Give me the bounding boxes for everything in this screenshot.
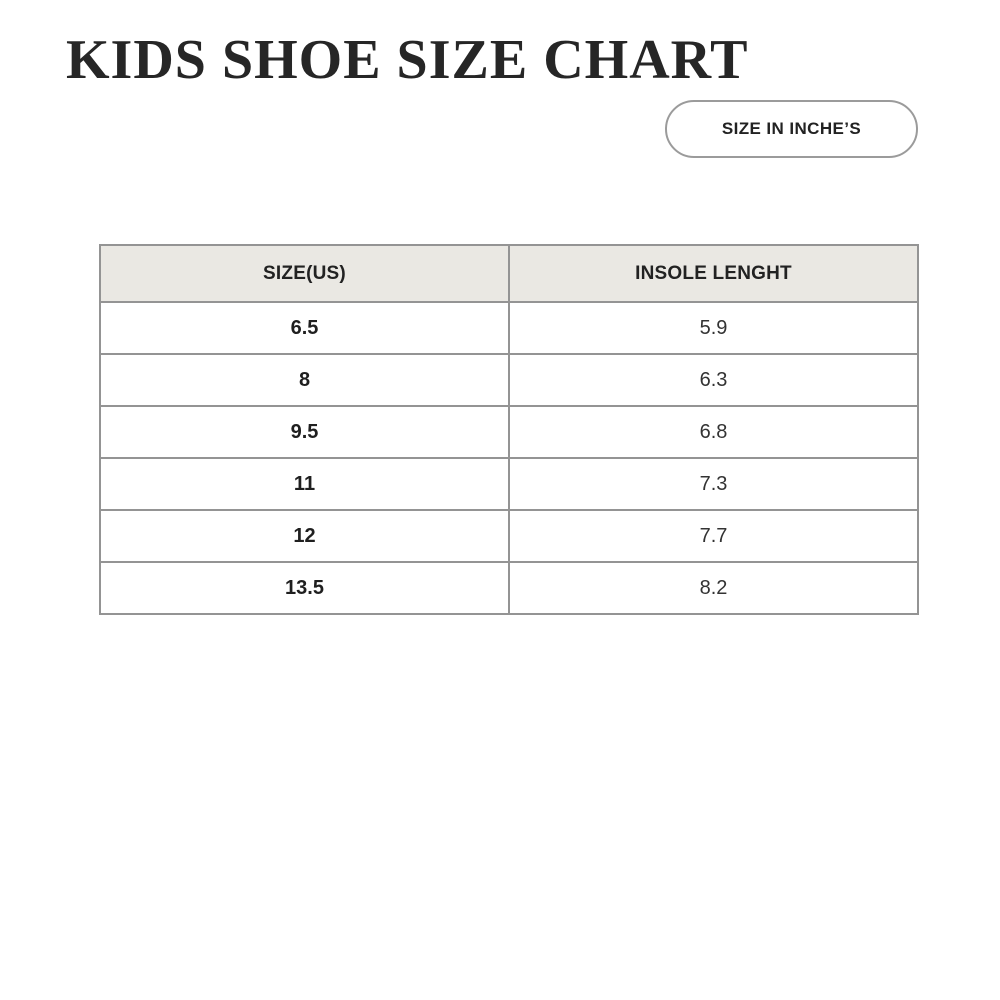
table-row: 8 6.3: [99, 353, 919, 407]
header-size-us: SIZE(US): [99, 244, 510, 303]
insole-length-cell: 6.3: [508, 353, 919, 407]
shoe-size-table-head: SIZE(US) INSOLE LENGHT: [99, 244, 919, 303]
size-us-cell: 12: [99, 509, 510, 563]
insole-length-cell: 7.3: [508, 457, 919, 511]
shoe-size-table: SIZE(US) INSOLE LENGHT 6.5 5.9 8 6.3 9.5 6.8 1…: [99, 244, 919, 615]
size-us-cell: 11: [99, 457, 510, 511]
size-us-cell: 6.5: [99, 301, 510, 355]
table-row: 6.5 5.9: [99, 301, 919, 355]
insole-length-cell: 5.9: [508, 301, 919, 355]
header-insole-length: INSOLE LENGHT: [508, 244, 919, 303]
table-row: 9.5 6.8: [99, 405, 919, 459]
table-row: 12 7.7: [99, 509, 919, 563]
insole-length-cell: 6.8: [508, 405, 919, 459]
insole-length-cell: 8.2: [508, 561, 919, 615]
size-unit-button[interactable]: SIZE IN INCHE’S: [665, 100, 918, 158]
size-unit-button-label: SIZE IN INCHE’S: [721, 119, 862, 138]
size-us-cell: 9.5: [99, 405, 510, 459]
size-us-cell: 8: [99, 353, 510, 407]
page-title: KIDS SHOE SIZE CHART: [66, 29, 749, 91]
header-row: SIZE(US) INSOLE LENGHT: [99, 244, 919, 303]
table-row: 13.5 8.2: [99, 561, 919, 615]
shoe-size-table-body: 6.5 5.9 8 6.3 9.5 6.8 11 7.3 12 7.7 13.5 8.2: [99, 301, 919, 615]
insole-length-cell: 7.7: [508, 509, 919, 563]
table-row: 11 7.3: [99, 457, 919, 511]
size-us-cell: 13.5: [99, 561, 510, 615]
